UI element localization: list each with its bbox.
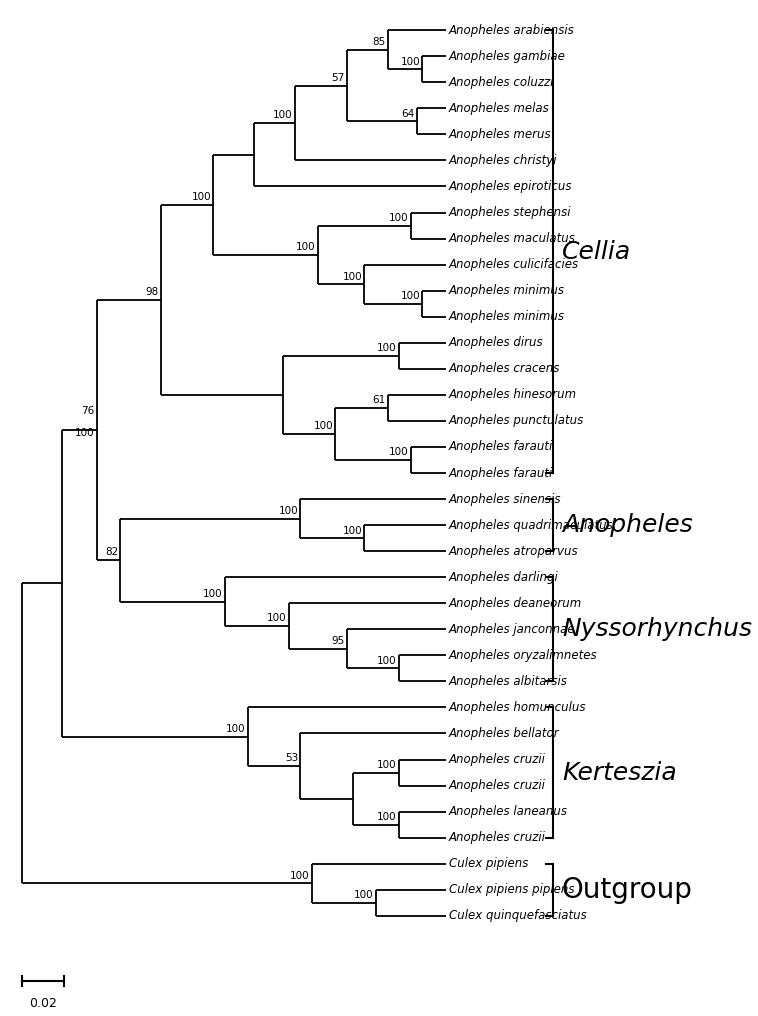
Text: 100: 100 bbox=[191, 192, 211, 202]
Text: Anopheles homunculus: Anopheles homunculus bbox=[449, 701, 586, 714]
Text: 100: 100 bbox=[203, 589, 223, 599]
Text: Anopheles cruzii: Anopheles cruzii bbox=[449, 779, 546, 792]
Text: Culex pipiens: Culex pipiens bbox=[449, 858, 528, 871]
Text: Anopheles culicifacies: Anopheles culicifacies bbox=[449, 258, 579, 271]
Text: 100: 100 bbox=[354, 890, 374, 900]
Text: 100: 100 bbox=[226, 724, 246, 735]
Text: Anopheles farauti: Anopheles farauti bbox=[449, 466, 553, 480]
Text: 100: 100 bbox=[389, 213, 409, 223]
Text: Anopheles merus: Anopheles merus bbox=[449, 128, 551, 141]
Text: Anopheles melas: Anopheles melas bbox=[449, 102, 550, 115]
Text: Anopheles laneanus: Anopheles laneanus bbox=[449, 805, 568, 818]
Text: Anopheles deaneorum: Anopheles deaneorum bbox=[449, 596, 582, 610]
Text: Outgroup: Outgroup bbox=[562, 876, 693, 904]
Text: 61: 61 bbox=[372, 395, 385, 405]
Text: 100: 100 bbox=[377, 812, 397, 822]
Text: Anopheles stephensi: Anopheles stephensi bbox=[449, 206, 571, 219]
Text: Anopheles minimus: Anopheles minimus bbox=[449, 310, 565, 323]
Text: 82: 82 bbox=[105, 548, 118, 558]
Text: 85: 85 bbox=[372, 38, 385, 47]
Text: 100: 100 bbox=[377, 760, 397, 770]
Text: Kerteszia: Kerteszia bbox=[562, 761, 677, 784]
Text: Anopheles: Anopheles bbox=[562, 513, 693, 537]
Text: Anopheles quadrimaculatus: Anopheles quadrimaculatus bbox=[449, 518, 613, 531]
Text: 100: 100 bbox=[273, 111, 293, 121]
Text: Anopheles oryzalimnetes: Anopheles oryzalimnetes bbox=[449, 649, 597, 661]
Text: Anopheles maculatus: Anopheles maculatus bbox=[449, 232, 575, 245]
Text: 100: 100 bbox=[267, 614, 287, 624]
Text: 57: 57 bbox=[331, 73, 345, 83]
Text: 95: 95 bbox=[331, 636, 345, 646]
Text: 100: 100 bbox=[75, 428, 95, 438]
Text: Anopheles christyi: Anopheles christyi bbox=[449, 154, 557, 167]
Text: 0.02: 0.02 bbox=[29, 997, 57, 1010]
Text: 100: 100 bbox=[343, 525, 362, 535]
Text: Anopheles coluzzi: Anopheles coluzzi bbox=[449, 76, 554, 88]
Text: 100: 100 bbox=[389, 447, 409, 457]
Text: Anopheles cruzii: Anopheles cruzii bbox=[449, 831, 546, 844]
Text: Anopheles darlingi: Anopheles darlingi bbox=[449, 571, 559, 584]
Text: Anopheles atroparvus: Anopheles atroparvus bbox=[449, 545, 578, 558]
Text: 53: 53 bbox=[285, 754, 298, 763]
Text: 76: 76 bbox=[82, 405, 95, 416]
Text: 100: 100 bbox=[377, 655, 397, 665]
Text: Anopheles cruzii: Anopheles cruzii bbox=[449, 753, 546, 766]
Text: 98: 98 bbox=[146, 288, 158, 298]
Text: Anopheles sinensis: Anopheles sinensis bbox=[449, 493, 561, 506]
Text: Anopheles minimus: Anopheles minimus bbox=[449, 284, 565, 297]
Text: Anopheles cracens: Anopheles cracens bbox=[449, 363, 560, 375]
Text: Anopheles dirus: Anopheles dirus bbox=[449, 336, 543, 350]
Text: 100: 100 bbox=[343, 271, 362, 281]
Text: 100: 100 bbox=[400, 292, 420, 301]
Text: 100: 100 bbox=[278, 506, 298, 516]
Text: 100: 100 bbox=[400, 57, 420, 67]
Text: 64: 64 bbox=[401, 109, 415, 119]
Text: Anopheles arabiensis: Anopheles arabiensis bbox=[449, 23, 575, 37]
Text: Anopheles punctulatus: Anopheles punctulatus bbox=[449, 415, 584, 428]
Text: Anopheles hinesorum: Anopheles hinesorum bbox=[449, 388, 577, 401]
Text: Anopheles albitarsis: Anopheles albitarsis bbox=[449, 675, 568, 688]
Text: Culex pipiens pipiens: Culex pipiens pipiens bbox=[449, 883, 574, 896]
Text: Anopheles farauti: Anopheles farauti bbox=[449, 441, 553, 453]
Text: 100: 100 bbox=[313, 422, 333, 432]
Text: 100: 100 bbox=[290, 871, 310, 881]
Text: Anopheles gambiae: Anopheles gambiae bbox=[449, 50, 565, 63]
Text: 100: 100 bbox=[296, 242, 315, 252]
Text: Anopheles epiroticus: Anopheles epiroticus bbox=[449, 180, 572, 193]
Text: Anopheles janconnae: Anopheles janconnae bbox=[449, 623, 575, 636]
Text: Cellia: Cellia bbox=[562, 240, 631, 263]
Text: Anopheles bellator: Anopheles bellator bbox=[449, 727, 559, 740]
Text: Nyssorhynchus: Nyssorhynchus bbox=[562, 618, 752, 641]
Text: 100: 100 bbox=[377, 343, 397, 354]
Text: Culex quinquefasciatus: Culex quinquefasciatus bbox=[449, 909, 587, 923]
